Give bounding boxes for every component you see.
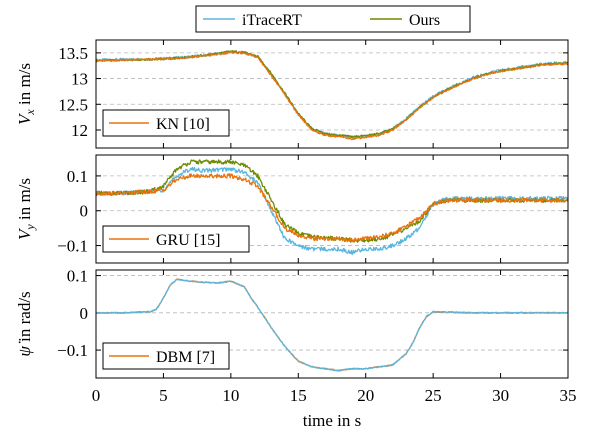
axes-frame-vx bbox=[95, 39, 569, 149]
ytick-label: 0 bbox=[80, 304, 89, 323]
series-vy bbox=[96, 159, 568, 256]
legend-label-itracert: iTraceRT bbox=[242, 12, 302, 29]
series-line-gru-15 bbox=[96, 173, 568, 243]
legend-label-dbm: DBM [7] bbox=[156, 349, 215, 366]
ytick-label: 12.5 bbox=[58, 95, 88, 114]
panel-vy: −0.1 0 0.1 GRU [15] Vy in m/s bbox=[15, 154, 569, 264]
ytick-label: 13 bbox=[71, 70, 88, 89]
series-vx bbox=[96, 50, 568, 141]
xtick-label: 35 bbox=[560, 386, 577, 405]
xtick-label: 30 bbox=[492, 386, 509, 405]
ytick-label: −0.1 bbox=[57, 237, 88, 256]
legend-yaw: DBM [7] bbox=[102, 342, 230, 370]
ylabel-vx: Vx in m/s bbox=[15, 63, 37, 125]
ytick-label: 0 bbox=[80, 202, 89, 221]
top-legend: iTraceRT Ours bbox=[195, 5, 471, 33]
series-yaw bbox=[96, 278, 568, 372]
ytick-label: −0.1 bbox=[57, 341, 88, 360]
series-line-itracert bbox=[96, 278, 568, 372]
ytick-label: 0.1 bbox=[67, 267, 88, 286]
ytick-label: 12 bbox=[71, 121, 88, 140]
legend-label-kn: KN [10] bbox=[156, 116, 210, 133]
xtick-label: 25 bbox=[425, 386, 442, 405]
legend-label-ours: Ours bbox=[409, 12, 440, 29]
xtick-label: 20 bbox=[357, 386, 374, 405]
legend-vx: KN [10] bbox=[102, 109, 230, 137]
legend-label-gru: GRU [15] bbox=[156, 232, 220, 249]
panel-vx: 12 12.5 13 13.5 KN [10] Vx in m/s bbox=[15, 39, 569, 149]
series-line-kn-10 bbox=[96, 50, 568, 141]
yticks-vy: −0.1 0 0.1 bbox=[57, 155, 569, 263]
ytick-label: 0.1 bbox=[67, 167, 88, 186]
xtick-label: 15 bbox=[290, 386, 307, 405]
ylabel-vy: Vy in m/s bbox=[15, 178, 37, 240]
axes-frame-yaw bbox=[95, 269, 569, 379]
xtick-label: 5 bbox=[159, 386, 168, 405]
panel-yaw: −0.1 0 0.1 DBM [7] ψ̇ in rad/s bbox=[15, 267, 569, 379]
ytick-label: 13.5 bbox=[58, 44, 88, 63]
yticks-yaw: −0.1 0 0.1 bbox=[57, 267, 569, 378]
xtick-label: 10 bbox=[222, 386, 239, 405]
ylabel-yaw: ψ̇ in rad/s bbox=[15, 291, 34, 356]
legend-vy: GRU [15] bbox=[102, 225, 250, 253]
xticks: 0 5 10 15 20 25 30 35 bbox=[92, 386, 577, 405]
xlabel: time in s bbox=[303, 411, 362, 430]
axes-frame-vy bbox=[95, 154, 569, 264]
xtick-label: 0 bbox=[92, 386, 101, 405]
